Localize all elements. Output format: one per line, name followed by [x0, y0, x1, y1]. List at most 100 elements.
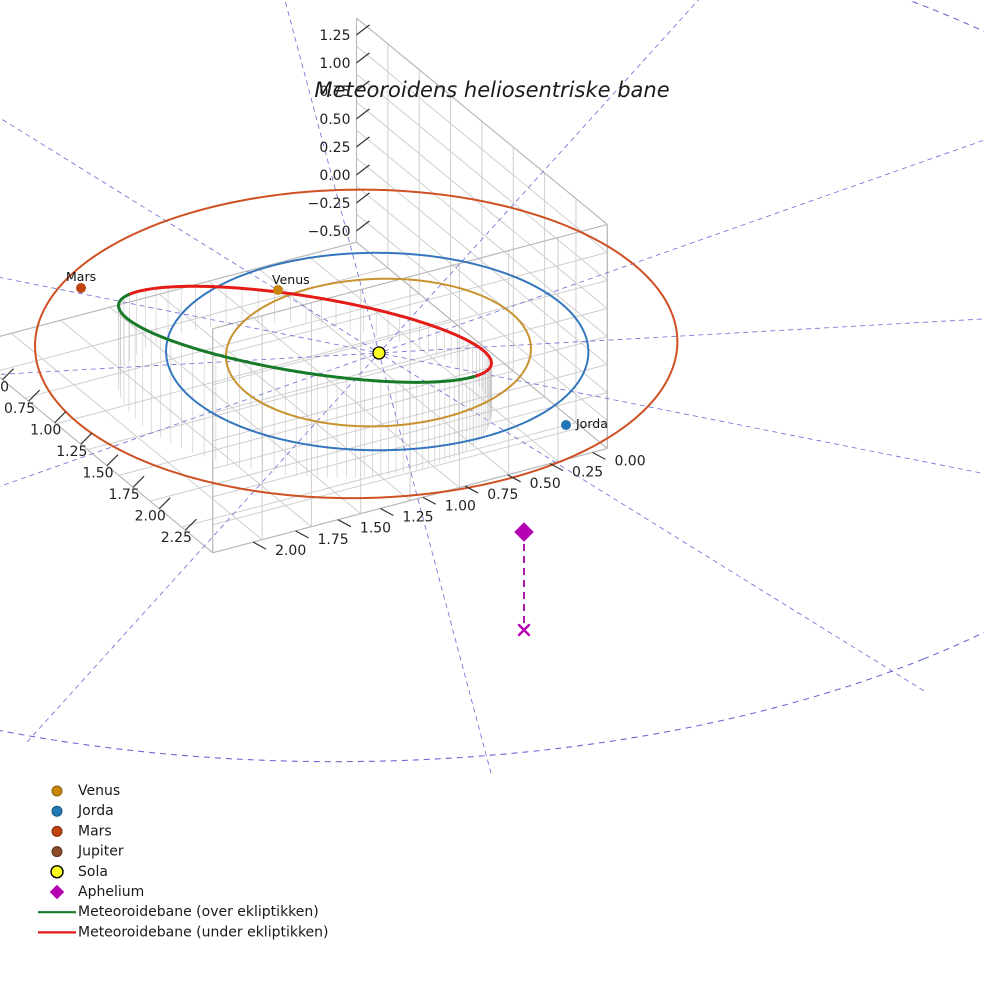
legend-group — [38, 785, 76, 934]
x-tick-label: 2.25 — [161, 530, 192, 546]
left-pane-gridline-h — [356, 185, 608, 393]
orbit-venus — [225, 277, 532, 428]
z-tick-label: 1.25 — [319, 28, 350, 44]
annotation-venus: Venus — [272, 272, 310, 287]
x-tick-mark — [184, 518, 197, 531]
legend-marker-mars — [51, 825, 63, 837]
axis-box-edge — [0, 241, 357, 337]
axis-box-edge — [356, 17, 608, 225]
heliocentric-radial-line — [377, 0, 699, 356]
z-tick-mark — [356, 136, 370, 148]
z-tick-label: 0.50 — [319, 112, 350, 128]
y-tick-label: 0.50 — [530, 476, 561, 492]
x-tick-label: 1.50 — [82, 466, 113, 482]
stem-lines-group — [118, 286, 492, 478]
orbit-mars — [34, 188, 679, 500]
legend-label: Meteoroidebane (under ekliptikken) — [78, 924, 329, 940]
left-pane-gridline-h — [356, 45, 608, 253]
heliocentric-radial-line — [378, 350, 492, 775]
z-tick-label: −0.25 — [308, 196, 351, 212]
annotation-mars: Mars — [66, 269, 96, 284]
legend-marker-aphelium — [49, 884, 65, 900]
left-pane-gridline-h — [356, 101, 608, 309]
legend-marker-jorda — [51, 805, 63, 817]
markers-group — [76, 283, 571, 637]
y-tick-label: 2.00 — [275, 543, 306, 559]
jupiter-orbit-path — [0, 0, 984, 763]
floor-gridline-y — [109, 306, 362, 515]
z-tick-mark — [356, 24, 370, 36]
y-tick-mark — [507, 474, 521, 483]
x-tick-mark — [80, 432, 93, 445]
z-tick-mark — [356, 192, 370, 204]
annotation-jorda: Jorda — [575, 416, 608, 431]
right-pane-gridline-h — [212, 307, 608, 414]
z-tick-label: 0.00 — [319, 168, 350, 184]
marker-aphelium — [514, 522, 534, 542]
x-tick-label: 0.50 — [0, 380, 9, 396]
legend-label: Meteoroidebane (over ekliptikken) — [78, 904, 319, 920]
orbits-group — [34, 188, 679, 500]
marker-jorda — [561, 420, 571, 430]
marker-sola — [372, 346, 386, 360]
legend-marker-sola — [50, 865, 64, 879]
y-tick-mark — [295, 530, 309, 539]
y-tick-label: 1.50 — [360, 521, 391, 537]
heliocentric-radial-line — [0, 351, 383, 487]
meteoroid-orbit-group — [117, 284, 493, 384]
marker-venus — [273, 285, 283, 295]
legend-label: Venus — [78, 783, 120, 799]
legend-item — [51, 805, 63, 817]
y-tick-label: 1.75 — [318, 532, 349, 548]
x-tick-mark — [28, 389, 41, 402]
tick-labels-group — [2, 24, 606, 550]
y-tick-label: 0.00 — [614, 453, 645, 469]
z-tick-label: 1.00 — [319, 56, 350, 72]
heliocentric-radial-line — [375, 139, 984, 355]
right-pane-gridline-h — [212, 419, 608, 526]
jupiter-orbit-group — [0, 0, 984, 775]
heliocentric-radial-line — [25, 350, 381, 744]
y-tick-label: 1.00 — [445, 498, 476, 514]
legend-item — [51, 825, 63, 837]
legend-item — [51, 785, 63, 797]
left-pane-gridline-h — [356, 73, 608, 281]
z-tick-mark — [356, 164, 370, 176]
z-tick-mark — [356, 108, 370, 120]
page-title: Meteoroidens heliosentriske bane — [314, 78, 669, 102]
legend-item — [50, 865, 64, 879]
marker-mars — [76, 283, 86, 293]
legend-marker-jupiter — [51, 846, 63, 858]
left-pane-gridline-h — [356, 213, 608, 421]
legend-item — [49, 884, 65, 900]
x-tick-label: 1.25 — [56, 444, 87, 460]
legend-label: Jorda — [77, 803, 114, 819]
y-tick-mark — [252, 541, 267, 550]
left-pane-gridline-h — [356, 129, 608, 337]
right-pane-gridline-h — [212, 251, 608, 358]
z-tick-label: 0.75 — [319, 84, 350, 100]
y-tick-mark — [592, 451, 606, 460]
y-tick-label: 1.25 — [402, 509, 433, 525]
floor-gridline-y — [158, 293, 411, 502]
earth-orbit-dashed — [165, 252, 589, 451]
z-tick-mark — [356, 220, 370, 232]
x-tick-mark — [106, 454, 119, 467]
z-tick-label: −0.50 — [308, 224, 351, 240]
heliocentric-radial-line — [284, 0, 380, 356]
z-tick-mark — [356, 80, 370, 92]
axes-panes — [0, 17, 608, 554]
x-tick-label: 2.00 — [135, 509, 166, 525]
meteoroid-path-below — [126, 284, 493, 378]
legend-label: Sola — [78, 864, 108, 880]
legend-label: Aphelium — [78, 884, 144, 900]
axis-box-edge — [0, 376, 214, 554]
y-tick-mark — [422, 496, 437, 505]
heliocentric-radial-line — [374, 318, 984, 354]
y-tick-mark — [337, 519, 352, 528]
z-tick-mark — [356, 52, 370, 64]
z-tick-label: 0.25 — [319, 140, 350, 156]
axis-box-edge — [356, 241, 608, 449]
